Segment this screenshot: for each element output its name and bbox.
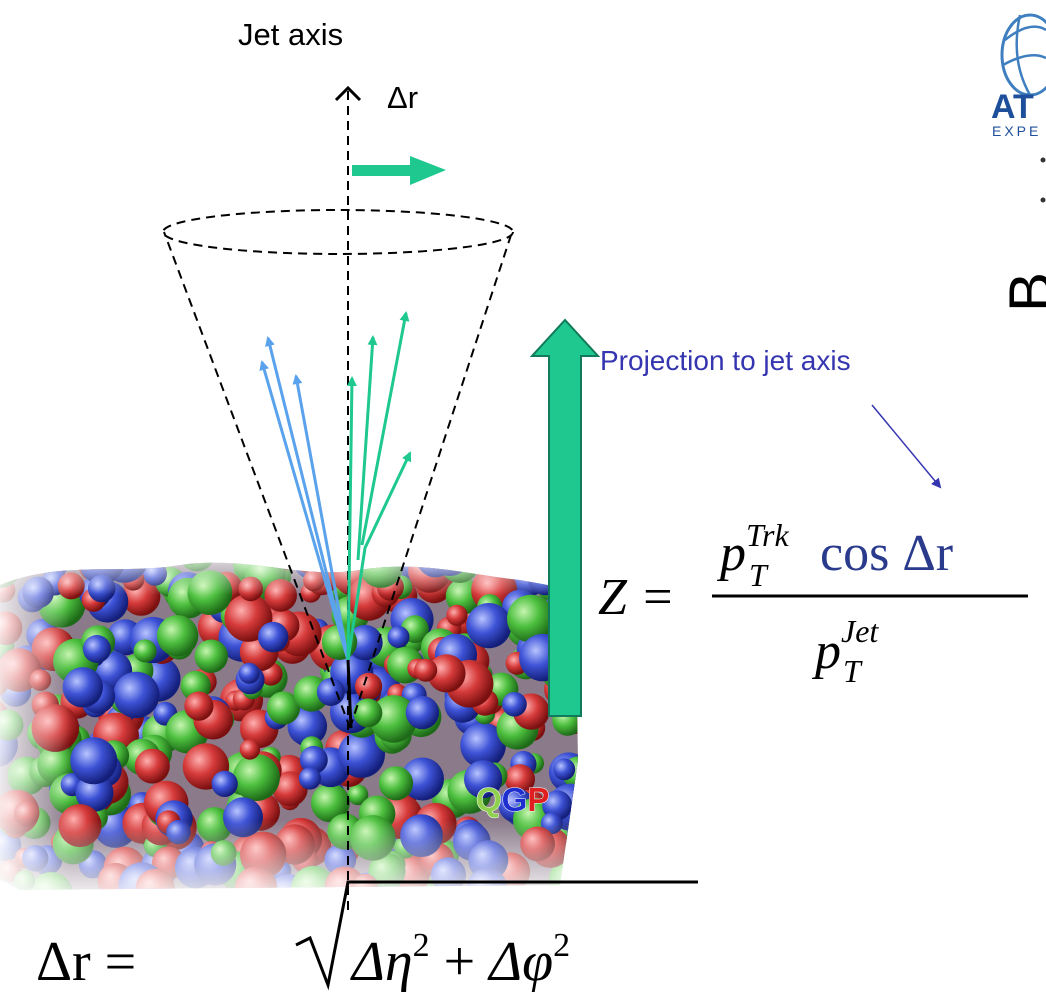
symbol: p [811, 623, 841, 680]
particle [134, 639, 157, 662]
delta-r-label: Δr [387, 80, 418, 115]
particle [135, 749, 170, 784]
qgp-letter: G [502, 781, 528, 818]
logo-text: AT [991, 88, 1034, 126]
particle [70, 737, 117, 784]
exponent: 2 [413, 927, 430, 964]
symbol: p [716, 525, 746, 582]
particle [406, 696, 439, 729]
exponent: 2 [553, 927, 570, 964]
particle [212, 771, 238, 797]
qgp-letter: P [527, 781, 549, 818]
logo-subtext: EXPE [992, 123, 1041, 139]
particle [414, 659, 437, 682]
delta-r-arrow [352, 156, 446, 185]
diagram: Jet axis Δr Projection to jet axis QGP Z… [0, 0, 1046, 1004]
particle [184, 692, 213, 721]
particle [388, 626, 410, 648]
particle [355, 673, 382, 700]
particle [379, 766, 413, 800]
qgp-label: QGP [476, 781, 549, 818]
particle [195, 640, 228, 673]
subscript: T [843, 653, 863, 689]
particle [502, 692, 527, 717]
numerator-rest: cos Δr [820, 525, 953, 582]
denominator: pJet T [811, 613, 879, 689]
particle [354, 699, 383, 728]
logo-dot [1041, 198, 1046, 203]
logo-dot [1041, 158, 1046, 163]
fade [0, 555, 580, 595]
fade [0, 820, 580, 895]
particle [466, 603, 511, 648]
dr-formula: Δr = Δη2+Δφ2 [36, 882, 698, 993]
particle [446, 605, 467, 626]
term: Δη [350, 931, 413, 993]
particle [113, 672, 159, 718]
projection-label: Projection to jet axis [600, 345, 851, 376]
radicand: Δη2+Δφ2 [350, 927, 570, 993]
qgp-letter: Q [476, 781, 502, 818]
particle [233, 754, 280, 801]
jet-axis-label: Jet axis [238, 17, 343, 52]
particle [299, 767, 321, 789]
particle [157, 615, 198, 656]
operator: + [444, 931, 476, 993]
particle [240, 739, 260, 759]
particle [258, 622, 288, 652]
superscript: Jet [841, 613, 879, 649]
logo: AT EXPE B [991, 15, 1046, 312]
cone-rim [163, 210, 513, 254]
particle [553, 758, 575, 780]
particle [83, 635, 111, 663]
subscript: T [749, 557, 769, 593]
formula-lhs: Δr = [36, 931, 136, 993]
pointer [872, 405, 940, 487]
logo-side-letter: B [997, 272, 1046, 312]
superscript: Trk [746, 517, 789, 553]
particle [317, 678, 345, 706]
term: Δφ [487, 931, 553, 993]
formula-lhs: Z = [598, 569, 675, 626]
particle [239, 663, 260, 684]
